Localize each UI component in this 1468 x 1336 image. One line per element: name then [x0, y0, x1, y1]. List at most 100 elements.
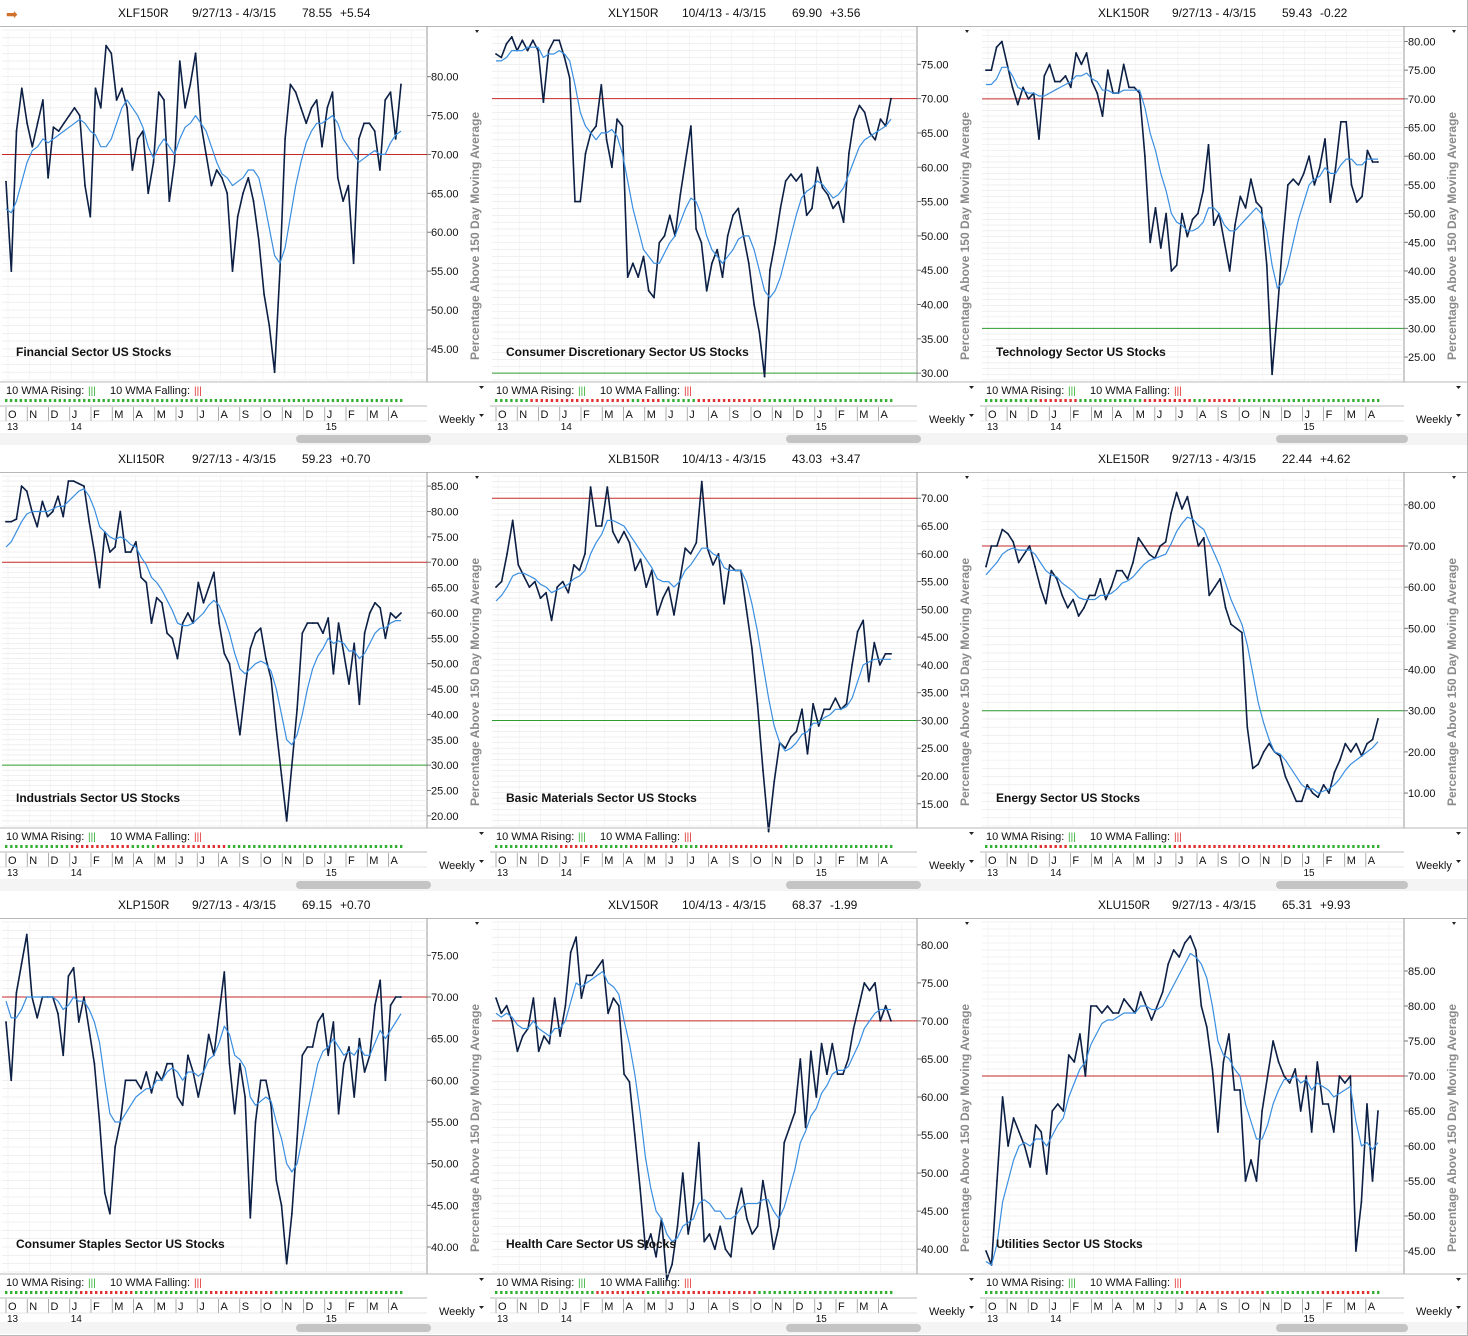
- legend-menu-icon[interactable]: [969, 832, 974, 835]
- wma-dot: [35, 845, 38, 848]
- y-tick-label: 80.00: [1408, 36, 1436, 48]
- wma-dot: [1040, 1291, 1043, 1294]
- axis-menu-icon[interactable]: [1452, 922, 1456, 925]
- period-selector[interactable]: Weekly: [1416, 414, 1452, 426]
- legend-menu-icon[interactable]: [479, 832, 484, 835]
- wma-dot: [783, 1291, 787, 1294]
- wma-dot: [1125, 1291, 1129, 1294]
- horizontal-scrollbar[interactable]: [296, 435, 431, 443]
- data-point: [358, 1037, 361, 1040]
- period-dropdown-icon[interactable]: [969, 414, 974, 417]
- data-point: [1222, 1061, 1225, 1063]
- wma-dot: [162, 845, 165, 848]
- month-label: M: [859, 409, 868, 421]
- period-selector[interactable]: Weekly: [439, 1306, 475, 1318]
- period-selector[interactable]: Weekly: [1416, 1306, 1452, 1318]
- month-label: J: [562, 855, 568, 867]
- period-selector[interactable]: Weekly: [929, 860, 965, 872]
- year-label: 13: [7, 1314, 19, 1325]
- horizontal-scrollbar[interactable]: [786, 881, 921, 889]
- wma-dot: [303, 845, 307, 848]
- axis-menu-icon[interactable]: [965, 476, 969, 479]
- data-point: [145, 1071, 148, 1073]
- wma-dot: [884, 1291, 888, 1294]
- horizontal-scrollbar[interactable]: [1276, 435, 1408, 443]
- legend-menu-icon[interactable]: [969, 386, 974, 389]
- month-label: S: [1220, 1301, 1227, 1313]
- axis-menu-icon[interactable]: [1452, 30, 1456, 33]
- horizontal-scrollbar[interactable]: [1276, 1324, 1408, 1332]
- period-selector[interactable]: Weekly: [929, 414, 965, 426]
- y-tick-label: 40.00: [921, 300, 949, 312]
- axis-menu-icon[interactable]: [475, 476, 479, 479]
- period-dropdown-icon[interactable]: [479, 414, 484, 417]
- period-selector[interactable]: Weekly: [439, 414, 475, 426]
- legend-menu-icon[interactable]: [1456, 1278, 1461, 1281]
- wma-dot: [1287, 399, 1291, 402]
- year-label: 13: [987, 422, 999, 433]
- axis-menu-icon[interactable]: [1452, 476, 1456, 479]
- horizontal-scrollbar[interactable]: [296, 881, 431, 889]
- data-point: [1090, 1005, 1092, 1007]
- data-point: [1112, 1012, 1114, 1014]
- date-range-label: 9/27/13 - 4/3/15: [1172, 452, 1257, 466]
- data-point: [205, 153, 208, 156]
- wma-dot: [1337, 399, 1340, 402]
- wma-dot: [795, 845, 798, 848]
- symbol-label: XLF150R: [118, 6, 169, 20]
- data-point: [834, 697, 837, 700]
- data-point: [690, 125, 692, 127]
- wma-dot: [1130, 1291, 1134, 1294]
- data-point: [72, 480, 75, 482]
- y-tick-label: 25.00: [431, 785, 459, 797]
- change-label: +3.56: [830, 6, 861, 20]
- period-dropdown-icon[interactable]: [1456, 1306, 1461, 1309]
- axis-menu-icon[interactable]: [965, 922, 969, 925]
- wma-dot: [1281, 1291, 1284, 1294]
- wma-dot: [1238, 399, 1241, 402]
- period-selector[interactable]: Weekly: [929, 1306, 965, 1318]
- horizontal-scrollbar[interactable]: [786, 1324, 921, 1332]
- wma-dot: [1079, 845, 1082, 848]
- period-dropdown-icon[interactable]: [969, 860, 974, 863]
- legend-menu-icon[interactable]: [479, 1278, 484, 1281]
- period-dropdown-icon[interactable]: [1456, 860, 1461, 863]
- period-dropdown-icon[interactable]: [1456, 414, 1461, 417]
- month-label: A: [391, 409, 399, 421]
- axis-menu-icon[interactable]: [965, 30, 969, 33]
- legend-menu-icon[interactable]: [969, 1278, 974, 1281]
- wma-dot: [707, 1291, 711, 1294]
- month-label: O: [1241, 1301, 1250, 1313]
- right-arrow-icon[interactable]: ➡: [6, 6, 18, 22]
- wma-dot: [495, 845, 498, 848]
- horizontal-scrollbar[interactable]: [786, 435, 921, 443]
- period-dropdown-icon[interactable]: [479, 860, 484, 863]
- month-label: A: [1368, 409, 1376, 421]
- data-point: [1332, 1131, 1335, 1133]
- month-label: F: [1326, 855, 1333, 867]
- wma-dot: [869, 1291, 873, 1294]
- period-dropdown-icon[interactable]: [479, 1306, 484, 1309]
- wma-dot: [356, 399, 359, 402]
- month-label: F: [838, 1301, 845, 1313]
- data-point: [639, 558, 642, 561]
- month-axis: O N D J F M A M J J A S O N D J F M A13 14 15: [495, 1299, 889, 1325]
- wma-dot: [15, 845, 18, 848]
- period-selector[interactable]: Weekly: [1416, 860, 1452, 872]
- legend-menu-icon[interactable]: [1456, 386, 1461, 389]
- axis-menu-icon[interactable]: [475, 30, 479, 33]
- period-dropdown-icon[interactable]: [969, 1306, 974, 1309]
- legend-menu-icon[interactable]: [1456, 832, 1461, 835]
- wma-dot: [151, 399, 154, 402]
- horizontal-scrollbar[interactable]: [296, 1324, 431, 1332]
- month-label: M: [859, 1301, 868, 1313]
- data-point: [628, 1080, 631, 1083]
- y-tick-label: 80.00: [921, 940, 949, 952]
- axis-menu-icon[interactable]: [475, 922, 479, 925]
- horizontal-scrollbar[interactable]: [1276, 881, 1408, 889]
- legend-menu-icon[interactable]: [479, 386, 484, 389]
- period-selector[interactable]: Weekly: [439, 860, 475, 872]
- wma-dot: [1094, 399, 1097, 402]
- wma-dot: [1178, 399, 1181, 402]
- data-point: [537, 49, 539, 52]
